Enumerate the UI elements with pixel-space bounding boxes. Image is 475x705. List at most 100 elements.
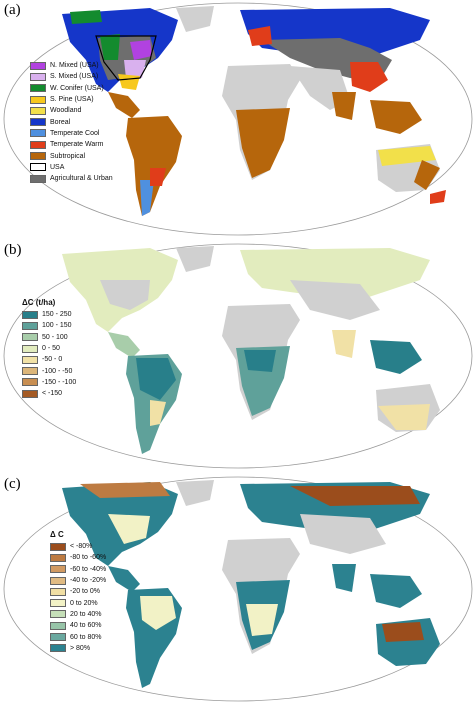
legend-a-row-4: Woodland <box>30 105 113 116</box>
legend-a-label-5: Boreal <box>50 118 71 126</box>
legend-c-label-6: 20 to 40% <box>70 610 102 618</box>
map-b <box>3 243 473 469</box>
legend-b-row-0: 150 - 250 <box>22 309 76 320</box>
map-c <box>3 476 473 702</box>
legend-c-label-4: -20 to 0% <box>70 588 100 596</box>
legend-c-label-8: 60 to 80% <box>70 633 102 641</box>
panel-label-b: (b) <box>4 242 22 258</box>
legend-c-row-4: -20 to 0% <box>50 586 106 597</box>
legend-b-swatch-6 <box>22 378 38 387</box>
legend-a-row-8: Subtropical <box>30 150 113 161</box>
panel-b: (b) ΔC (t/ha) 150 - 250 100 - 150 50 - 1… <box>0 240 475 472</box>
legend-b-row-1: 100 - 150 <box>22 320 76 331</box>
panel-a: (a) N. Mixed (USA) S. Mixed (USA) W. Con… <box>0 0 475 237</box>
legend-c-row-6: 20 to 40% <box>50 609 106 620</box>
legend-a-label-1: S. Mixed (USA) <box>50 73 99 81</box>
legend-b-label-2: 50 - 100 <box>42 333 68 341</box>
legend-b-row-7: < -150 <box>22 388 76 399</box>
legend-c-label-2: -60 to -40% <box>70 565 107 573</box>
legend-b-row-5: -100 - -50 <box>22 365 76 376</box>
legend-a: N. Mixed (USA) S. Mixed (USA) W. Conifer… <box>30 60 113 184</box>
legend-a-label-9: USA <box>50 163 65 171</box>
legend-b-row-6: -150 - -100 <box>22 377 76 388</box>
legend-a-row-2: W. Conifer (USA) <box>30 83 113 94</box>
legend-b-swatch-1 <box>22 321 38 330</box>
legend-b-row-4: -50 - 0 <box>22 354 76 365</box>
legend-a-swatch-0 <box>30 61 46 70</box>
legend-c-row-9: > 80% <box>50 643 106 654</box>
legend-b-swatch-2 <box>22 333 38 342</box>
legend-c: Δ C < -80% -80 to -60% -60 to -40% -40 t… <box>50 530 106 654</box>
legend-a-swatch-2 <box>30 84 46 93</box>
legend-b-swatch-5 <box>22 367 38 376</box>
legend-a-label-8: Subtropical <box>50 152 86 160</box>
legend-a-row-0: N. Mixed (USA) <box>30 60 113 71</box>
map-a <box>3 2 473 236</box>
panel-label-a: (a) <box>4 2 21 18</box>
panel-c: (c) Δ C < -80% -80 to -60% -60 to -40% -… <box>0 474 475 705</box>
legend-c-label-7: 40 to 60% <box>70 622 102 630</box>
legend-c-swatch-5 <box>50 599 66 608</box>
legend-a-swatch-7 <box>30 140 46 149</box>
legend-a-label-7: Temperate Warm <box>50 141 104 149</box>
legend-c-swatch-9 <box>50 644 66 653</box>
legend-b-row-2: 50 - 100 <box>22 332 76 343</box>
legend-c-row-3: -40 to -20% <box>50 575 106 586</box>
legend-c-row-1: -80 to -60% <box>50 552 106 563</box>
legend-a-row-6: Temperate Cool <box>30 128 113 139</box>
legend-c-swatch-6 <box>50 610 66 619</box>
legend-c-label-9: > 80% <box>70 644 91 652</box>
legend-c-swatch-7 <box>50 621 66 630</box>
legend-a-swatch-10 <box>30 174 46 183</box>
legend-c-label-1: -80 to -60% <box>70 554 107 562</box>
legend-a-row-9: USA <box>30 162 113 173</box>
legend-a-label-10: Agricultural & Urban <box>50 175 113 183</box>
legend-a-label-6: Temperate Cool <box>50 129 100 137</box>
legend-c-label-0: < -80% <box>70 543 93 551</box>
legend-c-row-0: < -80% <box>50 541 106 552</box>
legend-c-swatch-0 <box>50 542 66 551</box>
legend-b-title: ΔC (t/ha) <box>22 298 56 307</box>
legend-a-swatch-5 <box>30 118 46 127</box>
legend-b-label-1: 100 - 150 <box>42 322 72 330</box>
legend-b: ΔC (t/ha) 150 - 250 100 - 150 50 - 100 0… <box>22 298 76 399</box>
legend-c-swatch-8 <box>50 633 66 642</box>
legend-b-label-4: -50 - 0 <box>42 356 63 364</box>
legend-a-row-10: Agricultural & Urban <box>30 173 113 184</box>
legend-a-swatch-3 <box>30 95 46 104</box>
legend-c-title: Δ C <box>50 530 64 539</box>
legend-c-label-5: 0 to 20% <box>70 599 98 607</box>
legend-a-label-0: N. Mixed (USA) <box>50 62 99 70</box>
legend-a-swatch-8 <box>30 152 46 161</box>
legend-b-swatch-7 <box>22 389 38 398</box>
legend-c-swatch-3 <box>50 576 66 585</box>
legend-a-label-2: W. Conifer (USA) <box>50 84 104 92</box>
legend-c-row-2: -60 to -40% <box>50 564 106 575</box>
legend-c-label-3: -40 to -20% <box>70 577 107 585</box>
legend-a-swatch-4 <box>30 106 46 115</box>
legend-a-row-1: S. Mixed (USA) <box>30 71 113 82</box>
legend-b-label-0: 150 - 250 <box>42 311 72 319</box>
legend-a-swatch-9 <box>30 163 46 172</box>
legend-a-row-3: S. Pine (USA) <box>30 94 113 105</box>
legend-a-swatch-6 <box>30 129 46 138</box>
legend-c-row-8: 60 to 80% <box>50 631 106 642</box>
legend-c-swatch-4 <box>50 587 66 596</box>
legend-c-swatch-1 <box>50 553 66 562</box>
legend-a-label-4: Woodland <box>50 107 82 115</box>
legend-b-swatch-4 <box>22 355 38 364</box>
legend-a-swatch-1 <box>30 72 46 81</box>
legend-b-label-6: -150 - -100 <box>42 378 77 386</box>
legend-c-row-7: 40 to 60% <box>50 620 106 631</box>
legend-b-label-5: -100 - -50 <box>42 367 73 375</box>
legend-a-row-7: Temperate Warm <box>30 139 113 150</box>
legend-c-row-5: 0 to 20% <box>50 597 106 608</box>
legend-a-row-5: Boreal <box>30 116 113 127</box>
legend-a-label-3: S. Pine (USA) <box>50 96 94 104</box>
legend-b-label-3: 0 - 50 <box>42 345 60 353</box>
legend-c-swatch-2 <box>50 565 66 574</box>
legend-b-swatch-0 <box>22 310 38 319</box>
legend-b-swatch-3 <box>22 344 38 353</box>
legend-b-label-7: < -150 <box>42 390 63 398</box>
legend-b-row-3: 0 - 50 <box>22 343 76 354</box>
